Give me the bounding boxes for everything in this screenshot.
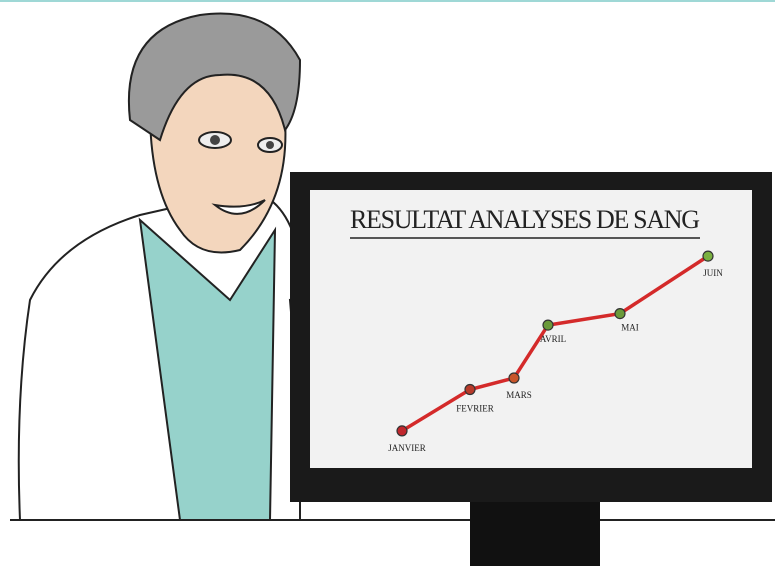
data-point xyxy=(702,250,714,262)
smile xyxy=(211,199,266,215)
data-point xyxy=(396,425,408,437)
chart-title: RESULTAT ANALYSES DE SANG xyxy=(350,205,700,234)
data-point xyxy=(614,308,626,320)
point-label: AVRIL xyxy=(540,334,566,344)
monitor-screen xyxy=(310,190,752,468)
hair xyxy=(127,12,302,142)
point-label: MARS xyxy=(506,390,532,400)
pupil xyxy=(210,135,220,145)
data-line xyxy=(401,254,709,433)
scrubs xyxy=(138,217,277,521)
point-label: JANVIER xyxy=(388,443,426,453)
point-label: MAI xyxy=(621,323,639,333)
data-point xyxy=(464,383,476,396)
data-point xyxy=(508,372,520,384)
pupil xyxy=(266,141,274,149)
point-label: FEVRIER xyxy=(456,404,494,414)
point-label: JUIN xyxy=(703,268,723,278)
data-point xyxy=(542,319,554,331)
monitor-stand xyxy=(470,500,600,566)
